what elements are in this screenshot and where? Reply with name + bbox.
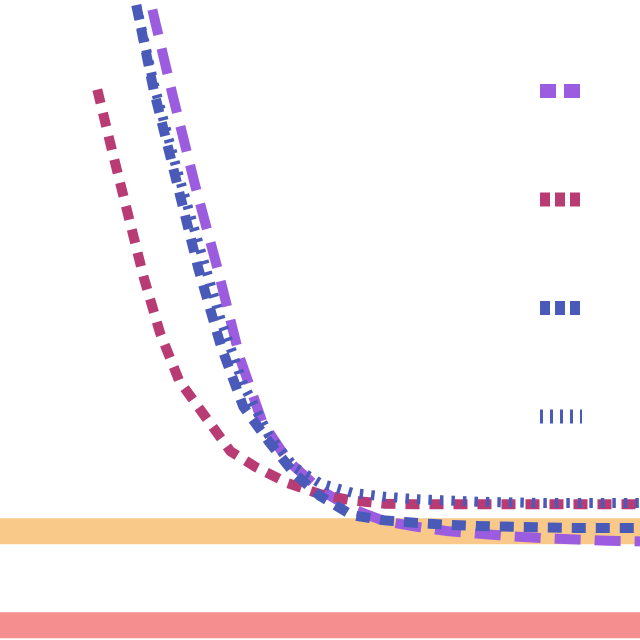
series-line-2 <box>92 88 640 510</box>
reference-lines <box>0 518 640 639</box>
series-group <box>92 4 640 547</box>
series-line-3 <box>131 4 640 533</box>
legend <box>540 84 582 424</box>
series-line-4 <box>131 4 640 508</box>
